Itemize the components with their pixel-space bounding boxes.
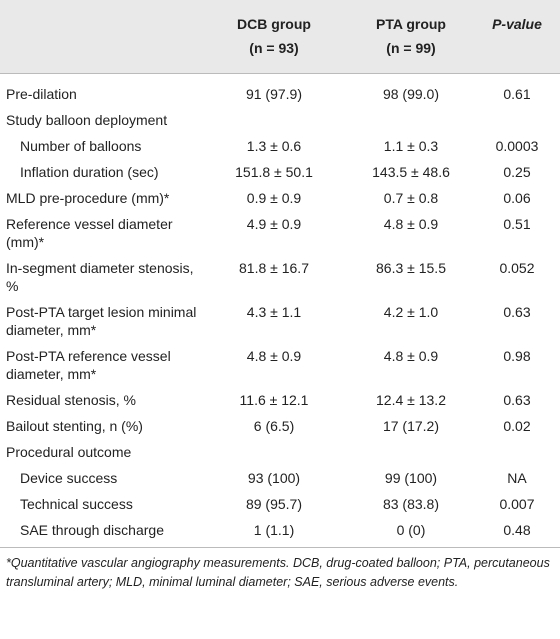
cell-value: 4.8 ± 0.9 <box>383 348 439 364</box>
cell-value: 89 (95.7) <box>245 496 303 512</box>
cell-value: 81.8 ± 16.7 <box>239 260 309 276</box>
cell-value: 1.1 ± 0.3 <box>383 138 439 154</box>
table-row: In-segment diameter stenosis, % 81.8 ± 16… <box>0 255 560 299</box>
cell-value: 0.06 <box>503 190 531 206</box>
cell-value: 1.3 ± 0.6 <box>246 138 302 154</box>
empty-cell <box>200 107 348 133</box>
table-header: DCB group (n = 93) PTA group (n = 99) P-va… <box>0 0 560 74</box>
cell-value: 0.9 ± 0.9 <box>246 190 302 206</box>
empty-cell <box>348 439 474 465</box>
cell-value: 86.3 ± 15.5 <box>376 260 446 276</box>
row-label: Number of balloons <box>20 138 142 154</box>
row-label: Technical success <box>20 496 133 512</box>
table-row: Post-PTA target lesion minimal diameter,… <box>0 299 560 343</box>
cell-value: 0.98 <box>503 348 531 364</box>
table-row: SAE through discharge 1 (1.1) 0 (0) 0.48 <box>0 517 560 548</box>
cell-value: 0.63 <box>503 392 531 408</box>
row-label: Device success <box>20 470 118 486</box>
cell-value: 17 (17.2) <box>382 418 440 434</box>
cell-value: 0.0003 <box>495 138 539 154</box>
cell-value: 0.25 <box>503 164 531 180</box>
cell-value: 151.8 ± 50.1 <box>235 164 313 180</box>
table-row: Residual stenosis, % 11.6 ± 12.1 12.4 ± 13… <box>0 387 560 413</box>
table-row: Post-PTA reference vessel diameter, mm* 4… <box>0 343 560 387</box>
header-cell: DCB group (n = 93) <box>200 0 348 74</box>
row-label: Post-PTA reference vessel diameter, mm* <box>6 348 171 382</box>
cell-value: 0.51 <box>503 216 531 232</box>
row-label: Post-PTA target lesion minimal diameter,… <box>6 304 197 338</box>
table-row: Inflation duration (sec) 151.8 ± 50.1 143.… <box>0 159 560 185</box>
row-label: Reference vessel diameter (mm)* <box>6 216 173 250</box>
empty-cell <box>474 107 560 133</box>
header-cell: P-value <box>474 0 560 74</box>
header-text: (n = 93) <box>249 40 299 56</box>
row-label: In-segment diameter stenosis, % <box>6 260 194 294</box>
footnote: *Quantitative vascular angiography measu… <box>6 556 550 589</box>
table-row: Number of balloons 1.3 ± 0.6 1.1 ± 0.3 0.00… <box>0 133 560 159</box>
header-row: DCB group (n = 93) PTA group (n = 99) P-va… <box>0 0 560 74</box>
table-body: Pre-dilation 91 (97.9) 98 (99.0) 0.61 Study … <box>0 74 560 548</box>
header-text: DCB group <box>237 16 311 32</box>
cell-value: 143.5 ± 48.6 <box>372 164 450 180</box>
header-cell <box>0 0 200 74</box>
cell-value: 6 (6.5) <box>253 418 295 434</box>
cell-value: 0.02 <box>503 418 531 434</box>
cell-value: 12.4 ± 13.2 <box>376 392 446 408</box>
row-label: Study balloon deployment <box>6 112 168 128</box>
table-row: Bailout stenting, n (%) 6 (6.5) 17 (17.2) 0… <box>0 413 560 439</box>
row-label: SAE through discharge <box>0 517 200 548</box>
header-text: PTA group <box>376 16 446 32</box>
cell-value: 99 (100) <box>384 470 438 486</box>
table-row: Study balloon deployment <box>0 107 560 133</box>
cell-value: 93 (100) <box>247 470 301 486</box>
empty-cell <box>474 439 560 465</box>
row-label: Residual stenosis, % <box>6 392 136 408</box>
header-cell: PTA group (n = 99) <box>348 0 474 74</box>
row-label: Pre-dilation <box>6 86 77 102</box>
cell-value: 4.9 ± 0.9 <box>246 216 302 232</box>
cell-value: NA <box>507 470 527 486</box>
table-row: Device success 93 (100) 99 (100) NA <box>0 465 560 491</box>
row-label: Procedural outcome <box>6 444 132 460</box>
cell-value: 0 (0) <box>348 517 474 548</box>
empty-cell <box>200 439 348 465</box>
cell-value: 4.2 ± 1.0 <box>383 304 439 320</box>
cell-value: 0.48 <box>474 517 560 548</box>
empty-cell <box>348 107 474 133</box>
table-row: Pre-dilation 91 (97.9) 98 (99.0) 0.61 <box>0 74 560 108</box>
row-label: Bailout stenting, n (%) <box>6 418 143 434</box>
cell-value: 98 (99.0) <box>382 86 440 102</box>
header-text: (n = 99) <box>386 40 436 56</box>
cell-value: 4.8 ± 0.9 <box>383 216 439 232</box>
row-label: Inflation duration (sec) <box>20 164 159 180</box>
row-label: MLD pre-procedure (mm)* <box>6 190 170 206</box>
data-table: DCB group (n = 93) PTA group (n = 99) P-va… <box>0 0 560 548</box>
cell-value: 0.052 <box>499 260 535 276</box>
cell-value: 0.63 <box>503 304 531 320</box>
cell-value: 11.6 ± 12.1 <box>239 392 309 408</box>
cell-value: 83 (83.8) <box>382 496 440 512</box>
cell-value: 91 (97.9) <box>245 86 303 102</box>
cell-value: 0.7 ± 0.8 <box>383 190 439 206</box>
cell-value: 0.61 <box>503 86 531 102</box>
table-row: Procedural outcome <box>0 439 560 465</box>
header-text: P-value <box>492 16 542 32</box>
cell-value: 4.3 ± 1.1 <box>246 304 302 320</box>
table-row: Technical success 89 (95.7) 83 (83.8) 0.007 <box>0 491 560 517</box>
table-row: Reference vessel diameter (mm)* 4.9 ± 0.9… <box>0 211 560 255</box>
cell-value: 0.007 <box>499 496 535 512</box>
cell-value: 4.8 ± 0.9 <box>246 348 302 364</box>
cell-value: 1 (1.1) <box>200 517 348 548</box>
table-row: MLD pre-procedure (mm)* 0.9 ± 0.9 0.7 ± 0.… <box>0 185 560 211</box>
